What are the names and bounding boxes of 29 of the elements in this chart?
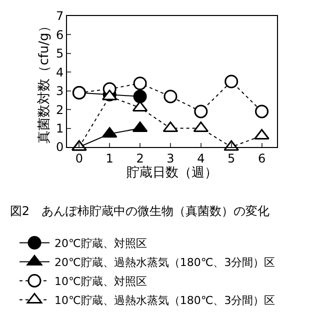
legend-label: 20℃貯蔵、過熱水蒸気（180℃、3分間）区 bbox=[54, 256, 276, 270]
point bbox=[133, 76, 147, 90]
y-tick-label: 3 bbox=[56, 84, 64, 98]
point bbox=[164, 90, 178, 104]
y-axis-title: 真菌数対数（cfu/g） bbox=[36, 20, 52, 144]
point bbox=[133, 90, 147, 104]
x-axis-title: 貯蔵日数（週） bbox=[126, 165, 218, 180]
x-tick-label: 0 bbox=[75, 151, 83, 166]
point bbox=[194, 104, 208, 118]
point bbox=[254, 129, 270, 140]
x-tick-label: 1 bbox=[106, 151, 114, 166]
legend-label: 10℃貯蔵、対照区 bbox=[54, 275, 147, 288]
point bbox=[224, 74, 238, 88]
y-tick-label: 0 bbox=[56, 140, 64, 154]
x-tick-label: 4 bbox=[197, 151, 205, 166]
point bbox=[255, 104, 269, 118]
legend-label: 10℃貯蔵、過熱水蒸気（180℃、3分間）区 bbox=[54, 294, 276, 308]
x-tick-label: 5 bbox=[228, 151, 236, 166]
y-tick-label: 1 bbox=[56, 121, 64, 136]
y-tick-label: 4 bbox=[56, 65, 64, 80]
text: 図2 あんぽ柿貯蔵中の微生物（真菌数）の変化 bbox=[10, 204, 270, 218]
x-tick-label: 6 bbox=[258, 151, 266, 166]
y-tick-label: 7 bbox=[56, 9, 64, 24]
y-tick-label: 6 bbox=[56, 28, 64, 42]
x-tick-label: 3 bbox=[166, 151, 174, 166]
legend-label: 20℃貯蔵、対照区 bbox=[54, 237, 147, 250]
y-tick-label: 5 bbox=[56, 46, 64, 61]
y-tick-label: 2 bbox=[56, 102, 64, 117]
x-tick-label: 2 bbox=[136, 151, 144, 166]
